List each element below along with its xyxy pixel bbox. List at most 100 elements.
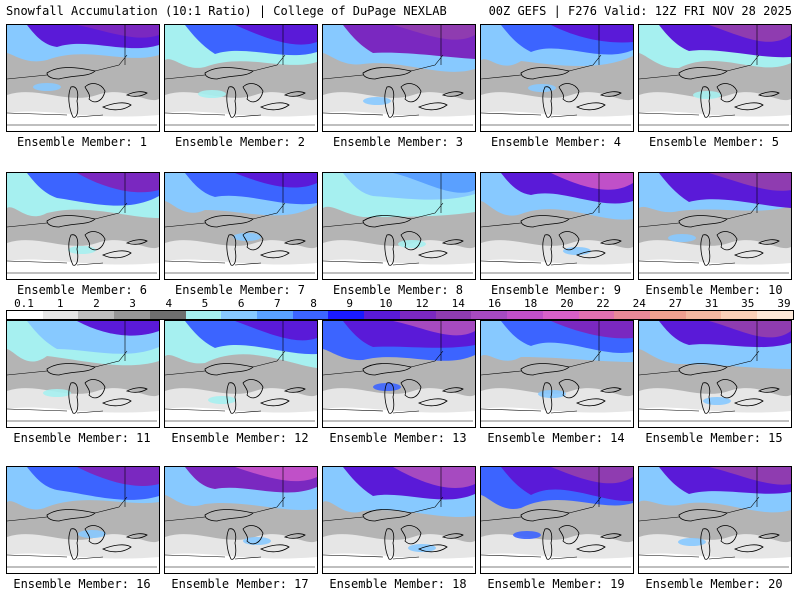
run-valid-time: 00Z GEFS | F276 Valid: 12Z FRI NOV 28 20… <box>488 4 792 18</box>
colorbar-tick-label: 3 <box>129 297 136 310</box>
colorbar-swatch <box>149 311 186 319</box>
ensemble-panel-3 <box>322 24 476 132</box>
colorbar-tick-label: 10 <box>379 297 393 310</box>
ensemble-panel-1 <box>6 24 160 132</box>
snowfall-map <box>323 467 475 573</box>
colorbar-swatch <box>185 311 222 319</box>
colorbar-swatch <box>399 311 436 319</box>
colorbar-swatch <box>42 311 79 319</box>
colorbar-tick-label: 35 <box>741 297 755 310</box>
snowfall-map <box>481 173 633 279</box>
ensemble-panel-16 <box>6 466 160 574</box>
snowfall-map <box>7 467 159 573</box>
member-label: Ensemble Member: 7 <box>174 283 306 297</box>
snowfall-map <box>7 25 159 131</box>
member-label: Ensemble Member: 10 <box>645 283 783 297</box>
snowfall-map <box>323 173 475 279</box>
member-label: Ensemble Member: 11 <box>13 431 151 445</box>
ensemble-panel-2 <box>164 24 318 132</box>
colorbar-swatches <box>6 310 794 320</box>
ensemble-panel-20 <box>638 466 792 574</box>
colorbar-swatch <box>649 311 686 319</box>
snowfall-map <box>481 467 633 573</box>
snowfall-map <box>7 173 159 279</box>
colorbar-swatch <box>507 311 543 319</box>
colorbar-tick-label: 1 <box>56 297 64 310</box>
snowfall-map <box>7 321 159 427</box>
ensemble-panel-18 <box>322 466 476 574</box>
ensemble-panel-14 <box>480 320 634 428</box>
member-label: Ensemble Member: 20 <box>645 577 783 591</box>
snowfall-map <box>481 321 633 427</box>
snowfall-map <box>165 467 317 573</box>
member-label: Ensemble Member: 6 <box>16 283 148 297</box>
colorbar-swatch <box>471 311 508 319</box>
member-label: Ensemble Member: 4 <box>490 135 622 149</box>
colorbar-swatch <box>757 311 793 319</box>
colorbar-swatch <box>7 311 43 319</box>
colorbar-tick-label: 16 <box>487 297 502 310</box>
member-label: Ensemble Member: 8 <box>332 283 464 297</box>
ensemble-panel-6 <box>6 172 160 280</box>
member-label: Ensemble Member: 5 <box>648 135 780 149</box>
snowfall-map <box>639 467 791 573</box>
member-label: Ensemble Member: 17 <box>171 577 309 591</box>
colorbar-tick-label: 20 <box>560 297 574 310</box>
colorbar-tick-label: 31 <box>704 297 719 310</box>
colorbar-swatch <box>435 311 472 319</box>
colorbar-tick-label: 0.1 <box>14 297 34 310</box>
snowfall-map <box>165 25 317 131</box>
colorbar-tick-label: 4 <box>165 297 173 310</box>
colorbar-tick-label: 27 <box>668 297 683 310</box>
member-label: Ensemble Member: 18 <box>329 577 467 591</box>
member-label: Ensemble Member: 19 <box>487 577 625 591</box>
colorbar-tick-label: 14 <box>451 297 465 310</box>
snowfall-map <box>639 25 791 131</box>
colorbar-tick-label: 8 <box>310 297 317 310</box>
member-label: Ensemble Member: 3 <box>332 135 464 149</box>
colorbar-swatch <box>292 311 329 319</box>
member-label: Ensemble Member: 2 <box>174 135 306 149</box>
colorbar-swatch <box>364 311 400 319</box>
ensemble-panel-12 <box>164 320 318 428</box>
snowfall-map <box>165 321 317 427</box>
ensemble-panel-8 <box>322 172 476 280</box>
member-label: Ensemble Member: 13 <box>329 431 467 445</box>
colorbar-tick-label: 2 <box>93 297 100 310</box>
colorbar-tick-label: 9 <box>346 297 354 310</box>
snowfall-map <box>165 173 317 279</box>
colorbar-swatch <box>578 311 615 319</box>
snowfall-map <box>323 25 475 131</box>
colorbar-swatch <box>328 311 365 319</box>
ensemble-panel-7 <box>164 172 318 280</box>
ensemble-panel-10 <box>638 172 792 280</box>
ensemble-panel-4 <box>480 24 634 132</box>
snowfall-map <box>639 173 791 279</box>
colorbar-swatch <box>78 311 115 319</box>
snowfall-map <box>639 321 791 427</box>
colorbar-tick-label: 39 <box>777 297 791 310</box>
colorbar-swatch <box>114 311 150 319</box>
ensemble-panel-5 <box>638 24 792 132</box>
member-label: Ensemble Member: 1 <box>16 135 148 149</box>
colorbar-tick-label: 7 <box>274 297 281 310</box>
ensemble-panel-19 <box>480 466 634 574</box>
colorbar-swatch <box>685 311 722 319</box>
colorbar-swatch <box>257 311 293 319</box>
colorbar-tick-label: 12 <box>415 297 429 310</box>
ensemble-panel-15 <box>638 320 792 428</box>
member-label: Ensemble Member: 12 <box>171 431 309 445</box>
colorbar-swatch <box>542 311 579 319</box>
colorbar-tick-label: 22 <box>596 297 610 310</box>
ensemble-panel-13 <box>322 320 476 428</box>
colorbar-tick-label: 18 <box>524 297 538 310</box>
member-label: Ensemble Member: 9 <box>490 283 622 297</box>
ensemble-panel-11 <box>6 320 160 428</box>
colorbar-swatch <box>614 311 650 319</box>
colorbar-tick-label: 24 <box>632 297 646 310</box>
member-label: Ensemble Member: 14 <box>487 431 625 445</box>
member-label: Ensemble Member: 16 <box>13 577 151 591</box>
colorbar-tick-label: 6 <box>237 297 245 310</box>
ensemble-panel-17 <box>164 466 318 574</box>
colorbar-tick-label: 5 <box>201 297 209 310</box>
